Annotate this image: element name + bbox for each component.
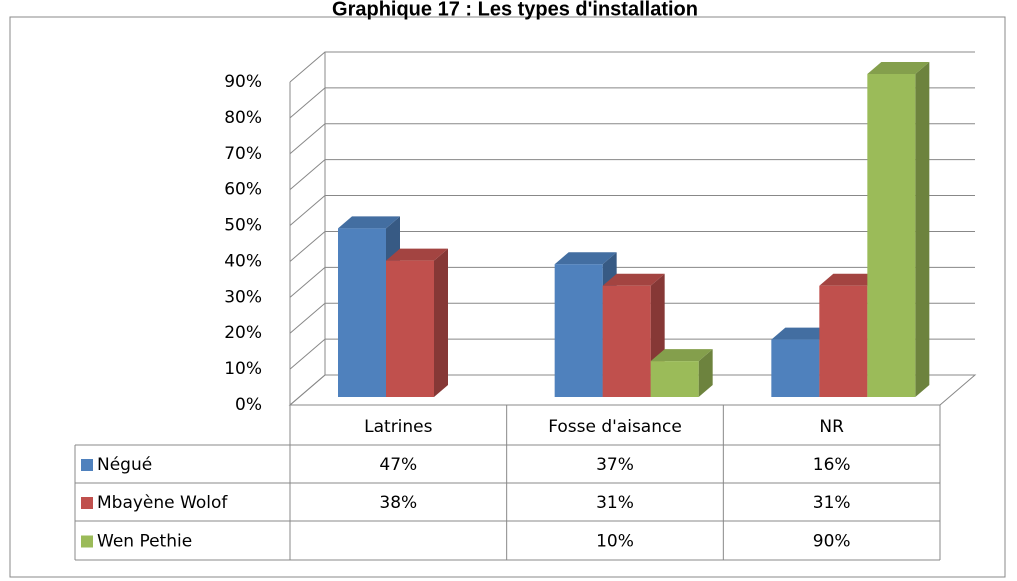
bar (386, 260, 434, 397)
data-label: 37% (596, 455, 634, 475)
grid-line (289, 87, 975, 119)
data-label: 47% (379, 455, 417, 475)
y-tick-label: 10% (224, 359, 262, 379)
chart-title: Graphique 17 : Les types d'installation (332, 0, 698, 20)
bar (771, 339, 820, 397)
grid-line (289, 195, 975, 226)
data-label: 38% (379, 493, 417, 513)
y-tick-label: 50% (224, 216, 262, 236)
legend-label: Négué (97, 455, 152, 475)
bar-top (867, 62, 930, 74)
bar (602, 285, 651, 397)
grid-line (289, 266, 975, 298)
bar (819, 285, 868, 397)
bar (554, 264, 603, 397)
grid-line (289, 159, 975, 191)
y-tick-label: 90% (224, 72, 262, 92)
data-label: 90% (813, 532, 851, 552)
legend-swatch (81, 535, 93, 548)
legend-label: Mbayène Wolof (97, 493, 228, 513)
y-tick-label: 0% (235, 395, 262, 415)
y-tick-label: 80% (224, 108, 262, 128)
bar-side (915, 62, 930, 397)
bar (338, 228, 386, 397)
bar-top (554, 252, 617, 265)
legend-label: Wen Pethie (97, 532, 192, 552)
bar-top (650, 349, 713, 362)
data-label: 31% (813, 493, 851, 513)
x-tick-label: Fosse d'aisance (548, 417, 682, 437)
bar-side (698, 349, 713, 397)
bar (650, 361, 699, 397)
grid-line (289, 123, 975, 155)
y-tick-label: 60% (224, 180, 262, 200)
grid-line (289, 338, 975, 370)
grid-line (289, 374, 975, 406)
x-tick-label: NR (819, 417, 844, 437)
data-label: 31% (596, 493, 634, 513)
data-label: 10% (596, 532, 634, 552)
bar-side (434, 248, 448, 397)
y-tick-label: 30% (224, 287, 262, 307)
y-tick-label: 40% (224, 251, 262, 271)
y-tick-label: 70% (224, 144, 262, 164)
legend-swatch (81, 459, 93, 471)
x-tick-label: Latrines (364, 417, 433, 437)
bar-top (386, 248, 448, 261)
bar (867, 74, 916, 397)
bar-top (771, 327, 834, 340)
bar-top (819, 273, 882, 286)
grid-line (289, 302, 975, 334)
legend-swatch (81, 497, 93, 509)
y-tick-label: 20% (224, 323, 262, 343)
bar-top (602, 273, 665, 286)
data-label: 16% (813, 455, 851, 475)
grid-line (289, 230, 975, 262)
grid-line (289, 51, 975, 83)
bar-top (338, 216, 400, 229)
